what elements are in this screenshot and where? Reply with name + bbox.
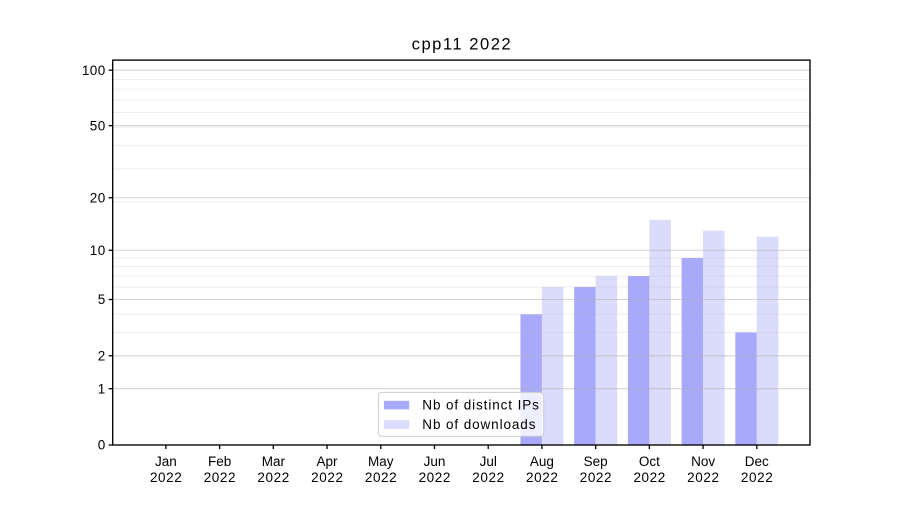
svg-text:2022: 2022 <box>365 470 397 485</box>
svg-text:2022: 2022 <box>687 470 719 485</box>
svg-text:Jul: Jul <box>480 454 497 469</box>
svg-text:2022: 2022 <box>741 470 773 485</box>
svg-text:Sep: Sep <box>584 454 608 469</box>
svg-text:2022: 2022 <box>472 470 504 485</box>
svg-text:Nov: Nov <box>691 454 715 469</box>
svg-text:Apr: Apr <box>317 454 339 469</box>
svg-text:10: 10 <box>90 243 106 258</box>
svg-text:Feb: Feb <box>208 454 231 469</box>
svg-text:Dec: Dec <box>745 454 769 469</box>
svg-text:100: 100 <box>82 63 106 78</box>
svg-text:2: 2 <box>98 348 106 363</box>
svg-text:Nb of distinct IPs: Nb of distinct IPs <box>422 398 540 413</box>
svg-text:5: 5 <box>98 292 106 307</box>
svg-text:May: May <box>368 454 394 469</box>
svg-text:Jun: Jun <box>424 454 446 469</box>
svg-text:0: 0 <box>98 438 106 453</box>
svg-text:2022: 2022 <box>633 470 665 485</box>
svg-text:2022: 2022 <box>150 470 182 485</box>
svg-text:Jan: Jan <box>155 454 177 469</box>
svg-text:2022: 2022 <box>419 470 451 485</box>
svg-text:Mar: Mar <box>262 454 286 469</box>
svg-text:Aug: Aug <box>530 454 554 469</box>
svg-text:2022: 2022 <box>526 470 558 485</box>
svg-text:2022: 2022 <box>311 470 343 485</box>
svg-text:2022: 2022 <box>257 470 289 485</box>
svg-text:Oct: Oct <box>639 454 660 469</box>
svg-text:cpp11 2022: cpp11 2022 <box>412 35 513 54</box>
svg-text:2022: 2022 <box>580 470 612 485</box>
svg-text:50: 50 <box>90 118 106 133</box>
svg-text:1: 1 <box>98 381 106 396</box>
svg-text:Nb of downloads: Nb of downloads <box>422 417 536 432</box>
svg-text:20: 20 <box>90 190 106 205</box>
svg-text:2022: 2022 <box>204 470 236 485</box>
